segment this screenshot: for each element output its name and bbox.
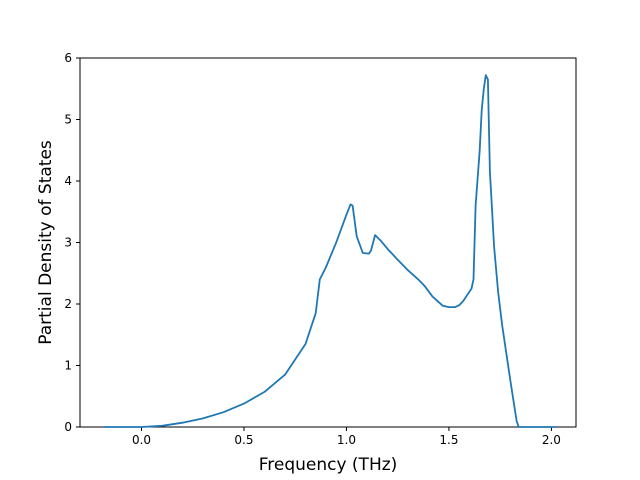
y-axis-label: Partial Density of States [36, 140, 56, 345]
x-axis-ticks: 0.0 0.5 1.0 1.5 2.0 [132, 427, 561, 447]
x-tick-label: 1.5 [439, 433, 458, 447]
y-tick-label: 1 [64, 359, 72, 373]
x-tick-label: 0.5 [234, 433, 253, 447]
y-tick-label: 4 [64, 174, 72, 188]
x-tick-label: 1.0 [337, 433, 356, 447]
x-tick-label: 0.0 [132, 433, 151, 447]
y-tick-label: 6 [64, 51, 72, 65]
series-line [104, 74, 556, 428]
y-tick-label: 2 [64, 297, 72, 311]
y-tick-label: 3 [64, 236, 72, 250]
x-axis-label: Frequency (THz) [259, 455, 398, 475]
y-axis-ticks: 0 1 2 3 4 5 6 [64, 51, 80, 434]
y-tick-label: 5 [64, 113, 72, 127]
x-tick-label: 2.0 [542, 433, 561, 447]
y-tick-label: 0 [64, 420, 72, 434]
